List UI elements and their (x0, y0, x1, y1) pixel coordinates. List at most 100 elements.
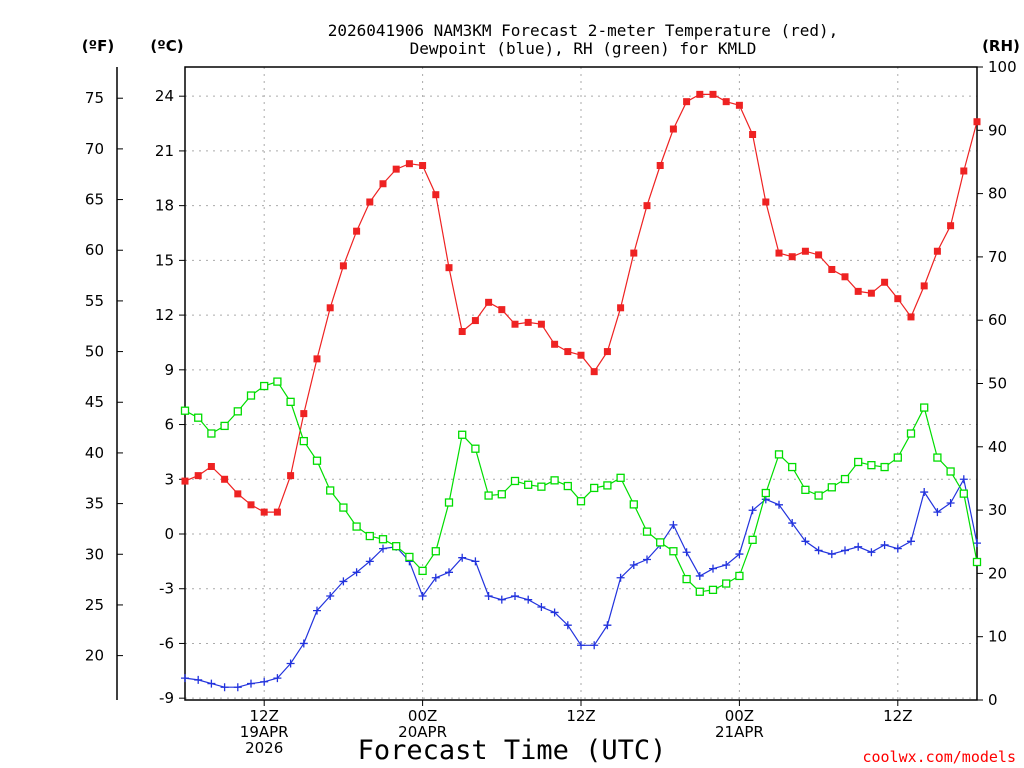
dewpoint-point (827, 550, 836, 559)
dewpoint-point (814, 546, 823, 555)
rh-point (180, 406, 190, 415)
temperature-line (184, 93, 978, 513)
dewpoint-point (484, 592, 493, 601)
temperature-point (788, 253, 796, 261)
celsius-tick-label: 24 (155, 87, 174, 105)
celsius-tick-label: 6 (164, 416, 174, 434)
temperature-point (933, 247, 941, 255)
fahrenheit-tick-label: 60 (85, 241, 104, 259)
dewpoint-point (497, 595, 506, 604)
temperature-point (669, 125, 677, 133)
rh-point (524, 480, 533, 489)
rh-point (537, 482, 546, 491)
temperature-point (590, 368, 598, 376)
rh-tick-label: 20 (988, 564, 1007, 582)
rh-point (378, 535, 388, 544)
temperature-point (894, 295, 902, 303)
dewpoint-point (379, 544, 387, 553)
temperature-point (577, 351, 585, 359)
rh-point (590, 483, 599, 493)
x-tick-label: 12Z (250, 707, 279, 725)
temperature-point (960, 167, 968, 175)
temperature-point (709, 90, 717, 98)
dewpoint-point (629, 561, 638, 570)
temperature-point (881, 278, 889, 286)
dewpoint-point (524, 595, 533, 604)
x-tick-label: 12Z (883, 707, 912, 725)
x-axis-title: Forecast Time (UTC) (358, 735, 667, 766)
dewpoint-point (352, 568, 361, 577)
dewpoint-point (537, 602, 546, 611)
dewpoint-point (841, 546, 849, 555)
dewpoint-point (616, 573, 625, 582)
temperature-point (194, 472, 202, 480)
fahrenheit-tick-label: 45 (85, 393, 104, 411)
rh-point (273, 377, 282, 386)
rh-point (207, 429, 216, 438)
temperature-point (524, 318, 532, 326)
rh-point (788, 462, 797, 472)
dewpoint-point (867, 548, 876, 557)
credit-link[interactable]: coolwx.com/models (862, 748, 1016, 766)
dewpoint-series (181, 475, 981, 692)
temperature-point (485, 298, 493, 306)
dewpoint-point (959, 475, 968, 484)
dewpoint-point (907, 537, 915, 546)
dewpoint-point (550, 608, 559, 617)
dewpoint-point (709, 564, 717, 573)
temperature-point (392, 165, 400, 173)
rh-point (365, 531, 374, 541)
rh-point (880, 462, 889, 472)
rh-point (920, 403, 929, 412)
dewpoint-point (603, 621, 612, 630)
temperature-point (471, 317, 479, 325)
dewpoint-point (260, 677, 269, 686)
rh-point (854, 457, 863, 467)
rh-point (774, 450, 784, 459)
rh-point (682, 574, 691, 584)
temperature-point (419, 162, 427, 170)
temperature-point (617, 304, 625, 312)
dewpoint-point (563, 621, 572, 630)
plot-frame (184, 66, 978, 701)
rh-point (656, 538, 665, 547)
rh-point (484, 491, 493, 500)
rh-point (933, 453, 942, 462)
temperature-point (564, 348, 572, 356)
temperature-point (973, 118, 981, 126)
rh-point (893, 453, 902, 462)
rh-point (735, 571, 744, 581)
dewpoint-point (748, 506, 757, 515)
rh-point (286, 397, 295, 407)
rh-tick-label: 0 (988, 691, 998, 709)
dewpoint-point (233, 683, 242, 692)
temperature-point (947, 222, 955, 230)
temperature-point (696, 90, 704, 98)
temperature-point (511, 320, 519, 328)
chart-title-line-2: Dewpoint (blue), RH (green) for KMLD (410, 39, 757, 58)
temperature-point (300, 410, 308, 418)
dewpoint-point (445, 568, 453, 577)
temperature-point (603, 348, 611, 356)
chart-title-line-1: 2026041906 NAM3KM Forecast 2-meter Tempe… (328, 21, 839, 40)
temperature-point (815, 251, 823, 259)
temperature-point (379, 180, 387, 188)
fahrenheit-tick-label: 35 (85, 495, 104, 513)
temperature-point (405, 160, 413, 168)
x-tick-label: 00Z (725, 707, 754, 725)
temperature-point (762, 198, 770, 206)
rh-tick-label: 10 (988, 628, 1007, 646)
rh-point (761, 488, 770, 498)
temperature-point (221, 475, 229, 483)
celsius-unit-label: (ºC) (150, 37, 183, 55)
temperature-point (445, 264, 453, 272)
temperature-point (326, 304, 334, 312)
rh-point (801, 485, 810, 494)
rh-point (827, 483, 836, 492)
rh-tick-label: 80 (988, 185, 1007, 203)
temperature-point (735, 101, 743, 109)
dewpoint-point (418, 592, 427, 601)
temperature-point (828, 265, 836, 273)
dewpoint-point (973, 539, 981, 548)
temperature-series (181, 90, 981, 516)
